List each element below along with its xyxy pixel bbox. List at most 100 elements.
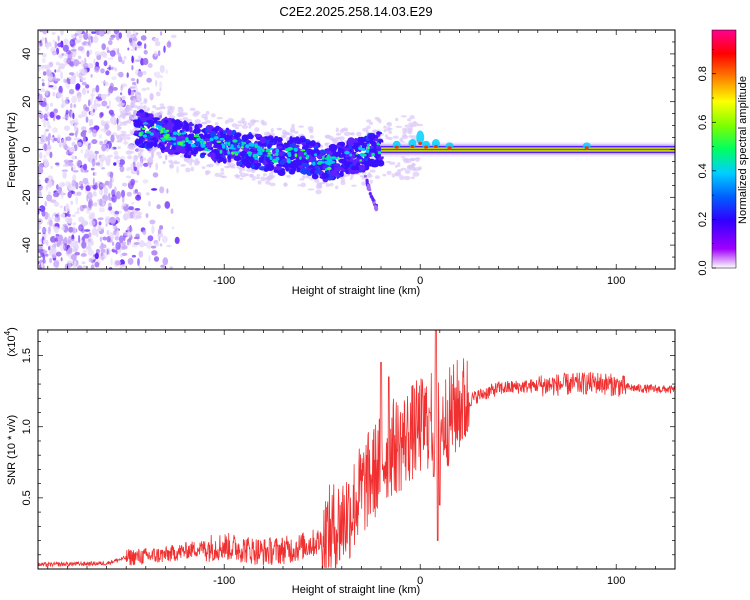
band-haze <box>298 125 304 128</box>
band-point <box>204 138 211 142</box>
band-point <box>139 136 145 141</box>
band-haze <box>269 182 276 187</box>
noise-point <box>130 78 136 82</box>
noise-point <box>107 154 113 158</box>
noise-point <box>53 260 60 268</box>
noise-point <box>137 71 143 78</box>
band-point <box>146 142 152 148</box>
noise-point <box>46 111 51 117</box>
band-point <box>245 154 250 161</box>
band-peak <box>151 126 155 129</box>
band-peak <box>367 146 370 150</box>
band-peak <box>261 148 265 153</box>
noise-point <box>171 226 175 230</box>
band-haze <box>117 103 125 107</box>
noise-point <box>115 241 121 250</box>
band-haze <box>319 181 325 185</box>
band-haze <box>400 115 408 118</box>
noise-point <box>83 62 89 69</box>
band-peak <box>227 151 231 155</box>
spectrogram-marks <box>38 30 675 269</box>
noise-point <box>42 71 47 76</box>
band-haze <box>399 175 405 181</box>
band-haze <box>412 171 420 177</box>
band-haze <box>397 162 401 167</box>
noise-point <box>119 235 124 244</box>
noise-point <box>134 208 141 211</box>
noise-point <box>49 136 54 140</box>
noise-point <box>63 159 69 164</box>
noise-point <box>74 130 78 136</box>
band-haze <box>318 185 323 188</box>
noise-point <box>66 58 72 65</box>
noise-point <box>99 154 106 162</box>
snr-ytick-label: 0.5 <box>21 490 33 505</box>
band-haze <box>148 156 153 160</box>
noise-point <box>95 228 102 232</box>
noise-point <box>100 248 106 254</box>
noise-point <box>96 231 99 238</box>
noise-point <box>40 101 47 108</box>
figure-title: C2E2.2025.258.14.03.E29 <box>279 4 432 19</box>
noise-point <box>38 224 41 231</box>
noise-point <box>94 252 99 260</box>
noise-point <box>97 217 104 221</box>
noise-point <box>118 71 124 78</box>
band-peak <box>224 141 228 145</box>
noise-point <box>85 106 90 112</box>
band-peak <box>266 154 271 157</box>
band-peak <box>254 157 259 160</box>
band-peak <box>362 153 367 157</box>
band-haze <box>134 127 140 131</box>
noise-point <box>94 150 99 155</box>
noise-point <box>146 87 150 91</box>
noise-point <box>47 41 52 48</box>
noise-point <box>101 100 108 107</box>
band-point <box>357 140 365 146</box>
noise-point <box>42 239 47 244</box>
band-haze <box>314 178 320 184</box>
noise-point <box>115 160 121 164</box>
band-peak <box>322 155 325 160</box>
band-haze <box>391 173 396 178</box>
band-haze <box>137 152 142 157</box>
noise-point <box>106 230 110 235</box>
band-peak <box>358 146 363 150</box>
band-haze <box>224 119 229 125</box>
noise-point <box>77 95 82 103</box>
noise-point <box>114 236 120 241</box>
noise-point <box>127 257 134 265</box>
band-haze <box>262 173 267 177</box>
noise-point <box>136 78 139 85</box>
noise-point <box>85 206 91 214</box>
noise-point <box>105 217 111 225</box>
noise-point <box>72 222 77 226</box>
noise-point <box>42 53 47 58</box>
band-point <box>140 116 146 122</box>
band-point <box>351 145 357 150</box>
noise-point <box>109 50 116 57</box>
band-peak <box>376 142 380 146</box>
band-peak <box>330 160 336 164</box>
band-peak <box>287 159 291 164</box>
band-point <box>284 142 290 149</box>
band-haze <box>214 122 219 126</box>
band-point <box>273 169 279 173</box>
noise-point <box>74 251 80 256</box>
noise-point <box>45 128 49 132</box>
noise-point <box>70 238 76 247</box>
band-peak <box>219 149 223 154</box>
band-point <box>279 159 285 165</box>
noise-point <box>111 177 114 184</box>
noise-point <box>116 117 119 125</box>
band-peak <box>232 139 238 143</box>
noise-point <box>50 236 57 243</box>
noise-point <box>156 204 161 210</box>
noise-point <box>88 200 92 209</box>
noise-point <box>85 153 92 157</box>
noise-point <box>118 117 121 123</box>
noise-point <box>166 188 169 194</box>
noise-point <box>77 46 84 52</box>
band-haze <box>154 112 160 117</box>
tone-bump <box>416 130 425 145</box>
